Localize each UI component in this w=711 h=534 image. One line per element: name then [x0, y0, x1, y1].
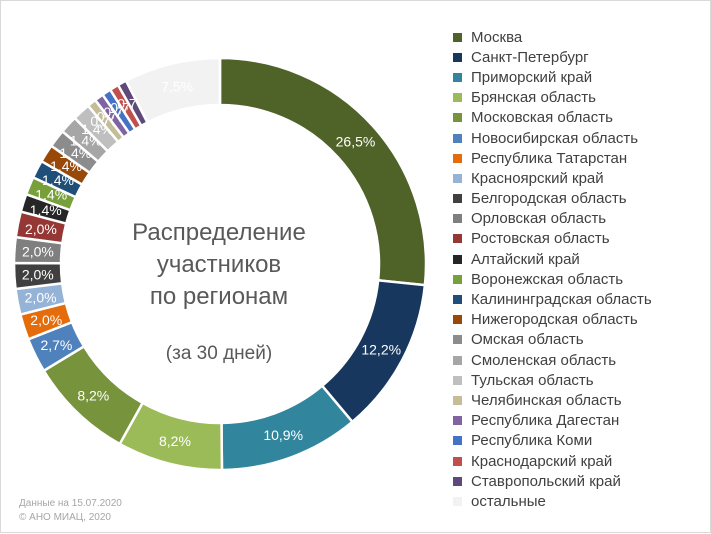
legend-swatch	[453, 335, 462, 345]
footer: Данные на 15.07.2020 © АНО МИАЦ, 2020	[19, 497, 122, 525]
legend-item-9: Белгородская область	[453, 189, 652, 209]
legend-swatch	[453, 133, 462, 143]
legend-swatch	[453, 234, 462, 244]
legend-swatch	[453, 194, 462, 204]
slice-label-11: 2,0%	[25, 221, 57, 237]
legend-label: Республика Дагестан	[471, 412, 620, 430]
legend-label: Воронежская область	[471, 270, 624, 288]
chart-title: Распределение участников по регионам	[99, 217, 339, 313]
legend-swatch	[453, 254, 462, 264]
legend-item-7: Республика Татарстан	[453, 148, 652, 168]
chart-title-line-1: Распределение	[132, 219, 306, 246]
legend-label: Московская область	[471, 109, 613, 127]
chart-title-line-2: участников	[156, 251, 282, 278]
legend-label: Орловская область	[471, 210, 607, 228]
legend-item-8: Красноярский край	[453, 168, 652, 188]
legend-item-16: Омская область	[453, 330, 652, 350]
slice-label-1: 26,5%	[336, 134, 376, 150]
legend-label: Красноярский край	[471, 169, 604, 187]
donut-chart: 26,5% 12,2% 10,9% 8,2% 8,2% 2,7% 2,0% 2,0% 2,0% 2…	[12, 56, 428, 472]
legend-swatch	[453, 274, 462, 284]
legend-label: Смоленская область	[471, 351, 617, 369]
slice-label-8: 2,0%	[25, 290, 57, 306]
legend-swatch	[453, 315, 462, 325]
legend-swatch	[453, 496, 462, 506]
slice-label-5: 8,2%	[77, 387, 109, 403]
legend-item-18: Тульская область	[453, 370, 652, 390]
legend-label: Республика Коми	[471, 432, 593, 450]
legend-item-23: Ставропольский край	[453, 471, 652, 491]
slice-label-9: 2,0%	[22, 267, 54, 283]
slice-label-10: 2,0%	[22, 244, 54, 260]
legend-item-3: Приморский край	[453, 67, 652, 87]
legend-swatch	[453, 395, 462, 405]
legend-item-4: Брянская область	[453, 88, 652, 108]
legend-item-5: Московская область	[453, 108, 652, 128]
slice-label-12: 1,4%	[30, 202, 62, 218]
legend-label: Омская область	[471, 331, 584, 349]
slice-label-24: 7,5%	[161, 79, 193, 95]
legend-item-10: Орловская область	[453, 209, 652, 229]
legend-label: Брянская область	[471, 89, 596, 107]
legend-swatch	[453, 436, 462, 446]
legend-item-15: Нижегородская область	[453, 310, 652, 330]
chart-subtitle: (за 30 дней)	[165, 343, 273, 364]
legend-item-14: Калининградская область	[453, 289, 652, 309]
legend-swatch	[453, 52, 462, 62]
legend-item-6: Новосибирская область	[453, 128, 652, 148]
legend-swatch	[453, 375, 462, 385]
legend-swatch	[453, 72, 462, 82]
legend-item-22: Краснодарский край	[453, 451, 652, 471]
legend-label: Ставропольский край	[471, 472, 621, 490]
legend-label: Новосибирская область	[471, 129, 639, 147]
legend-item-13: Воронежская область	[453, 269, 652, 289]
legend-item-24: остальные	[453, 491, 652, 511]
legend-swatch	[453, 32, 462, 42]
legend-swatch	[453, 93, 462, 103]
legend-label: Алтайский край	[471, 250, 580, 268]
legend-swatch	[453, 355, 462, 365]
legend-swatch	[453, 456, 462, 466]
footer-date: Данные на 15.07.2020	[19, 498, 122, 509]
legend-label: Тульская область	[471, 371, 594, 389]
legend-item-11: Ростовская область	[453, 229, 652, 249]
slice-label-2: 12,2%	[361, 342, 401, 358]
legend: Москва Санкт-Петербург Приморский край Брян…	[453, 27, 652, 512]
slice-24	[124, 56, 222, 125]
legend-swatch	[453, 153, 462, 163]
slice-label-7: 2,0%	[30, 312, 62, 328]
legend-label: Нижегородская область	[471, 311, 638, 329]
legend-swatch	[453, 295, 462, 305]
legend-item-2: Санкт-Петербург	[453, 47, 652, 67]
legend-swatch	[453, 476, 462, 486]
legend-label: Ростовская область	[471, 230, 610, 248]
legend-item-21: Республика Коми	[453, 431, 652, 451]
legend-label: Санкт-Петербург	[471, 48, 589, 66]
legend-item-12: Алтайский край	[453, 249, 652, 269]
slice-label-3: 10,9%	[263, 427, 303, 443]
legend-swatch	[453, 214, 462, 224]
legend-label: Калининградская область	[471, 291, 652, 309]
slice-label-6: 2,7%	[40, 337, 72, 353]
legend-label: Республика Татарстан	[471, 149, 628, 167]
legend-swatch	[453, 416, 462, 426]
legend-label: Приморский край	[471, 68, 593, 86]
legend-label: Белгородская область	[471, 190, 627, 208]
legend-swatch	[453, 173, 462, 183]
legend-item-20: Республика Дагестан	[453, 411, 652, 431]
legend-label: остальные	[471, 492, 546, 510]
legend-swatch	[453, 113, 462, 123]
footer-copyright: © АНО МИАЦ, 2020	[19, 512, 111, 523]
legend-item-1: Москва	[453, 27, 652, 47]
legend-item-17: Смоленская область	[453, 350, 652, 370]
legend-label: Москва	[471, 28, 523, 46]
legend-label: Челябинская область	[471, 391, 622, 409]
chart-title-line-3: по регионам	[149, 283, 289, 310]
legend-item-19: Челябинская область	[453, 390, 652, 410]
slice-label-4: 8,2%	[159, 433, 191, 449]
legend-label: Краснодарский край	[471, 452, 613, 470]
